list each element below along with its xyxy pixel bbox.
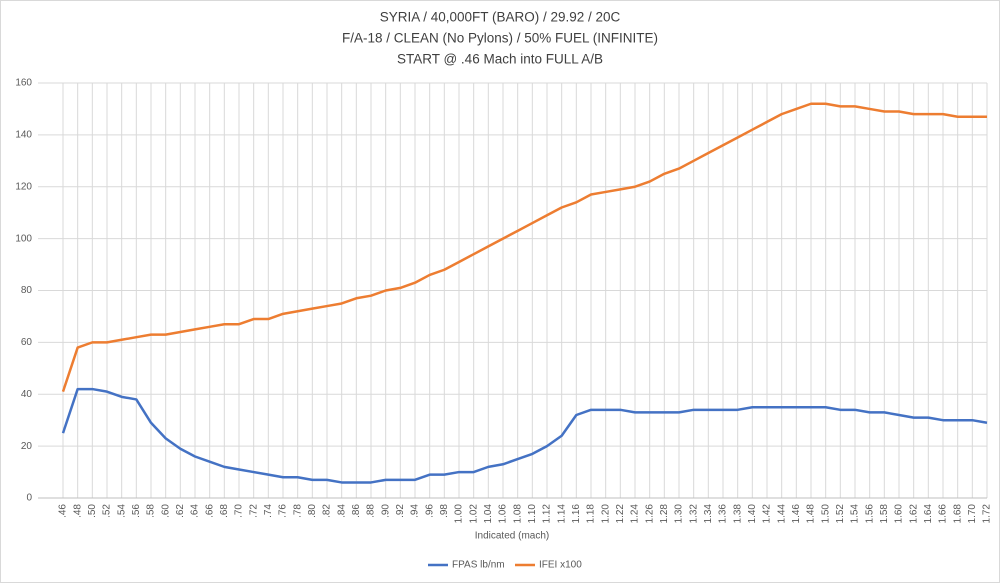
chart-title: START @ .46 Mach into FULL A/B xyxy=(397,52,603,67)
x-tick-label: 1.14 xyxy=(556,504,567,524)
x-axis-label: Indicated (mach) xyxy=(475,531,549,542)
y-tick-label: 0 xyxy=(26,493,32,504)
y-tick-label: 140 xyxy=(15,130,32,141)
x-tick-label: 1.44 xyxy=(776,504,787,524)
data-line xyxy=(61,387,988,484)
x-tick-label: .96 xyxy=(424,504,435,518)
y-tick-label: 20 xyxy=(21,441,33,452)
x-tick-label: .70 xyxy=(234,504,245,518)
x-tick-label: .46 xyxy=(58,504,69,518)
x-tick-label: .98 xyxy=(439,504,450,518)
x-tick-label: .68 xyxy=(219,504,230,518)
x-tick-label: 1.22 xyxy=(615,504,626,524)
y-tick-label: 160 xyxy=(15,78,32,89)
x-tick-label: .78 xyxy=(292,504,303,518)
x-tick-label: .76 xyxy=(278,504,289,518)
x-tick-label: 1.64 xyxy=(923,504,934,524)
x-tick-label: 1.16 xyxy=(571,504,582,524)
x-tick-label: .60 xyxy=(160,504,171,518)
x-tick-label: .92 xyxy=(395,504,406,518)
x-tick-label: 1.08 xyxy=(512,504,523,524)
x-tick-label: 1.66 xyxy=(938,504,949,524)
x-tick-label: 1.06 xyxy=(498,504,509,524)
data-line xyxy=(61,102,987,393)
x-tick-label: .62 xyxy=(175,504,186,518)
y-tick-label: 80 xyxy=(21,285,33,296)
x-tick-label: 1.52 xyxy=(835,504,846,524)
x-tick-label: .64 xyxy=(190,504,201,518)
x-tick-label: 1.62 xyxy=(908,504,919,524)
x-tick-label: .90 xyxy=(380,504,391,518)
x-tick-label: 1.60 xyxy=(894,504,905,524)
x-tick-label: 1.10 xyxy=(527,504,538,524)
x-tick-label: 1.28 xyxy=(659,504,670,524)
x-tick-label: 1.24 xyxy=(630,504,641,524)
y-tick-label: 60 xyxy=(21,337,33,348)
x-tick-label: .58 xyxy=(146,504,157,518)
legend-label: IFEI x100 xyxy=(539,560,582,571)
x-tick-label: 1.36 xyxy=(718,504,729,524)
x-tick-label: 1.12 xyxy=(542,504,553,524)
x-tick-label: 1.42 xyxy=(762,504,773,524)
legend-label: FPAS lb/nm xyxy=(452,560,505,571)
x-tick-label: 1.56 xyxy=(864,504,875,524)
x-tick-label: .80 xyxy=(307,504,318,518)
x-tick-label: 1.54 xyxy=(850,504,861,524)
x-tick-label: .48 xyxy=(72,504,83,518)
x-tick-label: 1.30 xyxy=(674,504,685,524)
x-tick-label: 1.72 xyxy=(982,504,993,524)
x-tick-label: .94 xyxy=(410,504,421,518)
x-tick-label: 1.50 xyxy=(820,504,831,524)
x-tick-label: .74 xyxy=(263,504,274,518)
x-tick-label: 1.40 xyxy=(747,504,758,524)
x-tick-label: 1.58 xyxy=(879,504,890,524)
x-tick-label: 1.20 xyxy=(600,504,611,524)
y-tick-label: 40 xyxy=(21,389,33,400)
x-tick-label: 1.34 xyxy=(703,504,714,524)
x-tick-label: .56 xyxy=(131,504,142,518)
x-tick-label: 1.18 xyxy=(586,504,597,524)
x-tick-label: .84 xyxy=(336,504,347,518)
x-tick-label: .52 xyxy=(102,504,113,518)
x-tick-label: 1.70 xyxy=(967,504,978,524)
x-tick-label: .82 xyxy=(322,504,333,518)
x-tick-label: 1.02 xyxy=(468,504,479,524)
x-tick-label: 1.38 xyxy=(732,504,743,524)
chart-title: F/A-18 / CLEAN (No Pylons) / 50% FUEL (I… xyxy=(342,31,658,46)
x-tick-label: 1.04 xyxy=(483,504,494,524)
x-tick-label: 1.26 xyxy=(644,504,655,524)
x-tick-label: 1.00 xyxy=(454,504,465,524)
x-tick-label: 1.46 xyxy=(791,504,802,524)
x-tick-label: .54 xyxy=(116,504,127,518)
x-tick-label: 1.68 xyxy=(952,504,963,524)
x-tick-label: 1.48 xyxy=(806,504,817,524)
y-tick-label: 120 xyxy=(15,181,32,192)
x-tick-label: .66 xyxy=(204,504,215,518)
y-tick-label: 100 xyxy=(15,233,32,244)
x-tick-label: .88 xyxy=(366,504,377,518)
x-tick-label: .72 xyxy=(248,504,259,518)
x-tick-label: 1.32 xyxy=(688,504,699,524)
chart-title: SYRIA / 40,000FT (BARO) / 29.92 / 20C xyxy=(380,10,621,25)
x-tick-label: .86 xyxy=(351,504,362,518)
x-tick-label: .50 xyxy=(87,504,98,518)
